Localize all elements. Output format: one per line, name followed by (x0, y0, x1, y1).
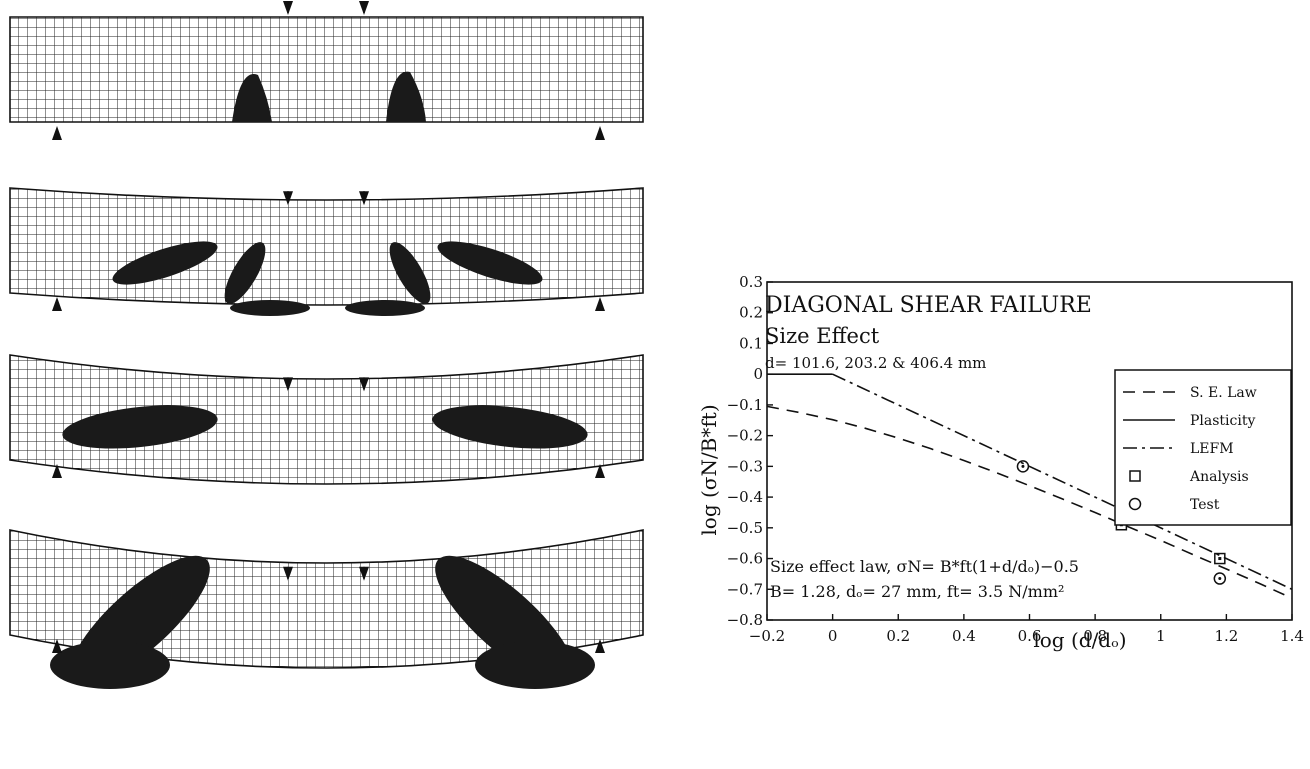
support-icon (595, 464, 605, 478)
y-tick-label: −0.2 (727, 427, 763, 445)
damage-zone (475, 641, 595, 689)
chart-series (766, 373, 1293, 599)
support-icon (52, 126, 62, 140)
beam-damage-panels (9, 1, 644, 689)
support-icon (595, 297, 605, 311)
y-tick-label: −0.7 (727, 580, 763, 598)
analysis-point (1214, 552, 1226, 565)
damage-zone (386, 71, 426, 122)
support-icon (595, 639, 605, 653)
x-tick-label: −0.2 (749, 627, 785, 645)
series-line-s-e-law (766, 405, 1293, 599)
damage-zone (224, 242, 266, 304)
series-line-lefm (832, 373, 1293, 591)
damage-zones (50, 555, 595, 689)
y-tick-label: −0.4 (727, 488, 763, 506)
size-effect-chart: −0.2 0 0.2 0.4 0.6 0.8 1 1.2 1.4 0.3 0.2 0.1 0 −0.1 −… (697, 273, 1304, 652)
legend-label: Test (1190, 497, 1220, 513)
damage-zone (345, 300, 425, 316)
x-tick-label: 0.8 (1083, 627, 1107, 645)
beam-mesh (9, 354, 644, 485)
damage-zones (232, 71, 426, 122)
damage-zone (230, 300, 310, 316)
x-axis-label: log (d/dₒ) (1033, 628, 1126, 652)
chart-title: DIAGONAL SHEAR FAILURE (765, 293, 1092, 318)
x-tick-label: 1.4 (1280, 627, 1304, 645)
damage-zone (112, 241, 218, 285)
legend-label: Analysis (1189, 469, 1249, 485)
y-tick-label: −0.1 (727, 396, 763, 414)
beam-mesh (9, 187, 644, 306)
beam-panel-2 (9, 187, 644, 316)
chart-legend: S. E. Law Plasticity LEFM Analysis Test (1114, 369, 1292, 526)
y-tick-label: 0 (753, 365, 763, 383)
damage-zone (232, 73, 272, 122)
chart-subtitle: Size Effect (765, 324, 880, 348)
legend-label: Plasticity (1190, 413, 1255, 429)
support-icon (52, 639, 62, 653)
chart-note: d= 101.6, 203.2 & 406.4 mm (765, 354, 986, 372)
x-axis-ticks: −0.2 0 0.2 0.4 0.6 0.8 1 1.2 1.4 (749, 614, 1304, 645)
test-point-center (1021, 464, 1025, 468)
damage-zone (389, 242, 431, 304)
y-axis-label: log (σN/B*ft) (697, 404, 721, 535)
support-icon (52, 464, 62, 478)
annotation-line-1: Size effect law, σN= B*ft(1+d/dₒ)−0.5 (770, 557, 1079, 576)
annotation-line-2: B= 1.28, dₒ= 27 mm, ft= 3.5 N/mm² (770, 582, 1064, 601)
damage-zones (112, 241, 543, 316)
damage-zones (62, 405, 588, 449)
analysis-point-center (1218, 557, 1222, 561)
damage-zone (437, 241, 543, 285)
x-tick-label: 1 (1156, 627, 1166, 645)
x-tick-label: 0.4 (952, 627, 976, 645)
y-tick-label: −0.8 (727, 611, 763, 629)
x-tick-label: 0.2 (886, 627, 910, 645)
legend-swatch (1129, 470, 1141, 482)
damage-zone (50, 641, 170, 689)
beam-panel-3 (9, 354, 644, 485)
y-tick-label: −0.6 (727, 550, 763, 568)
beam-panel-4 (9, 529, 644, 689)
test-point-center (1218, 577, 1222, 581)
support-icon (52, 297, 62, 311)
y-axis-ticks: 0.3 0.2 0.1 0 −0.1 −0.2 −0.3 −0.4 −0.5 −0.6 −0.7 −0… (727, 273, 773, 629)
legend-label: LEFM (1190, 441, 1234, 457)
y-tick-label: −0.5 (727, 519, 763, 537)
test-point (1016, 460, 1030, 473)
damage-zone (432, 405, 588, 449)
legend-label: S. E. Law (1190, 385, 1257, 401)
y-tick-label: −0.3 (727, 457, 763, 475)
x-tick-label: 1.2 (1214, 627, 1238, 645)
damage-zone (62, 405, 218, 449)
legend-swatch (1128, 497, 1142, 511)
support-icon (595, 126, 605, 140)
x-tick-label: 0 (828, 627, 838, 645)
beam-panel-1 (9, 1, 644, 140)
y-tick-label: 0.3 (739, 273, 763, 291)
beam-mesh (9, 16, 644, 123)
test-point (1213, 572, 1227, 585)
y-tick-label: 0.2 (739, 304, 763, 322)
y-tick-label: 0.1 (739, 334, 763, 352)
x-tick-label: 0.6 (1018, 627, 1042, 645)
